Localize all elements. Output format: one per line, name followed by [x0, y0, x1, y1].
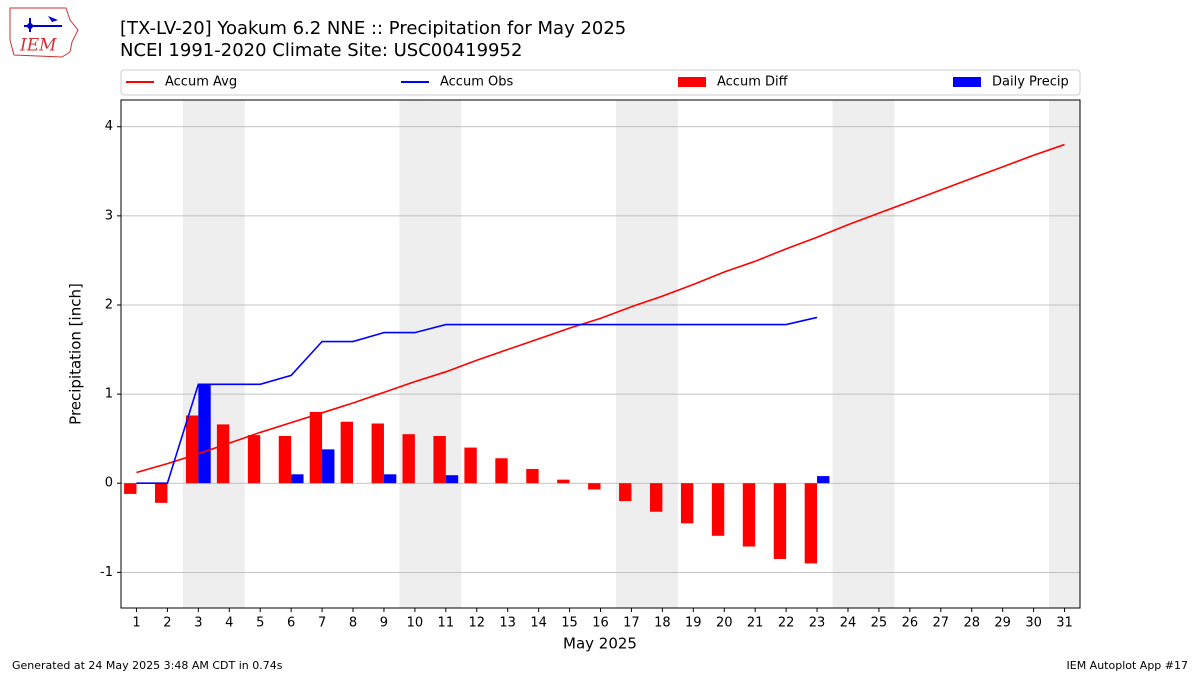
- axes-frame: [120, 99, 1081, 609]
- legend-label: Daily Precip: [992, 75, 1069, 90]
- y-tick-label: 3: [105, 208, 113, 223]
- weekend-shade: [615, 100, 678, 608]
- bar: [817, 476, 830, 484]
- legend-swatch: [953, 77, 981, 87]
- x-tick-label: 30: [1025, 616, 1042, 631]
- footer-left: Generated at 24 May 2025 3:48 AM CDT in …: [12, 659, 283, 672]
- weekend-shade: [399, 100, 462, 608]
- bar: [557, 479, 570, 484]
- x-tick-label: 19: [685, 616, 702, 631]
- bar: [185, 415, 199, 484]
- bar: [402, 434, 415, 484]
- bar: [495, 458, 508, 484]
- bar: [371, 423, 384, 484]
- x-tick-label: 13: [499, 616, 516, 631]
- weekend-shade: [832, 100, 895, 608]
- bar: [198, 384, 211, 484]
- y-tick-label: 0: [105, 476, 113, 491]
- bar: [680, 483, 694, 524]
- line: [136, 143, 1065, 474]
- bar: [742, 483, 756, 547]
- legend-swatch: [678, 77, 706, 87]
- y-axis-label: Precipitation [inch]: [67, 283, 85, 425]
- x-tick-label: 3: [194, 616, 202, 631]
- x-tick-label: 23: [809, 616, 826, 631]
- x-tick-label: 22: [778, 616, 795, 631]
- bar: [588, 483, 601, 490]
- x-tick-label: 26: [902, 616, 919, 631]
- y-tick-label: 2: [105, 297, 113, 312]
- x-tick-label: 25: [871, 616, 888, 631]
- weekend-shade: [182, 100, 245, 608]
- chart-title: [TX-LV-20] Yoakum 6.2 NNE :: Precipitati…: [120, 18, 626, 39]
- x-tick-label: 6: [287, 616, 295, 631]
- x-tick-label: 4: [225, 616, 233, 631]
- x-tick-label: 16: [592, 616, 609, 631]
- x-tick-label: 24: [840, 616, 857, 631]
- legend-label: Accum Obs: [440, 75, 513, 90]
- footer-right: IEM Autoplot App #17: [1067, 659, 1189, 672]
- y-tick-label: 4: [105, 119, 113, 134]
- chart-subtitle: NCEI 1991-2020 Climate Site: USC00419952: [120, 40, 522, 61]
- bar: [247, 435, 261, 484]
- x-tick-label: 31: [1056, 616, 1073, 631]
- bar: [649, 483, 663, 512]
- legend-box: [120, 69, 1081, 96]
- x-tick-label: 10: [407, 616, 424, 631]
- plot-area: [121, 100, 1080, 608]
- x-tick-label: 15: [561, 616, 578, 631]
- bar: [619, 483, 632, 502]
- bar: [322, 449, 335, 484]
- bar: [804, 483, 818, 564]
- x-tick-label: 2: [163, 616, 171, 631]
- bar: [278, 435, 292, 484]
- bar: [383, 474, 397, 484]
- bar: [433, 435, 446, 484]
- x-tick-label: 18: [654, 616, 671, 631]
- weekend-shade: [1049, 100, 1080, 608]
- x-tick-label: 1: [132, 616, 140, 631]
- y-tick-label: 1: [105, 387, 113, 402]
- x-tick-label: 8: [349, 616, 357, 631]
- bar: [340, 421, 354, 484]
- x-tick-label: 12: [468, 616, 485, 631]
- x-axis-label: May 2025: [563, 635, 637, 653]
- logo-text: IEM: [19, 36, 57, 56]
- bar: [309, 411, 323, 484]
- bar: [291, 474, 304, 484]
- bar: [445, 475, 459, 484]
- x-tick-label: 29: [994, 616, 1011, 631]
- x-tick-label: 21: [747, 616, 764, 631]
- bar: [216, 424, 230, 484]
- x-tick-label: 20: [716, 616, 733, 631]
- x-tick-label: 17: [623, 616, 640, 631]
- x-tick-label: 27: [933, 616, 950, 631]
- x-tick-label: 7: [318, 616, 326, 631]
- x-tick-label: 9: [380, 616, 388, 631]
- legend-label: Accum Avg: [165, 75, 237, 90]
- bar: [526, 468, 539, 484]
- y-tick-label: -1: [100, 565, 113, 580]
- x-tick-label: 11: [438, 616, 455, 631]
- x-tick-label: 5: [256, 616, 264, 631]
- bar: [124, 483, 137, 494]
- bar: [773, 483, 787, 559]
- bar: [711, 483, 725, 536]
- line: [136, 316, 818, 485]
- x-tick-label: 28: [963, 616, 980, 631]
- bar: [155, 483, 168, 503]
- x-tick-label: 14: [530, 616, 547, 631]
- logo: IEM: [9, 7, 79, 58]
- legend-label: Accum Diff: [717, 75, 789, 90]
- bar: [464, 447, 477, 484]
